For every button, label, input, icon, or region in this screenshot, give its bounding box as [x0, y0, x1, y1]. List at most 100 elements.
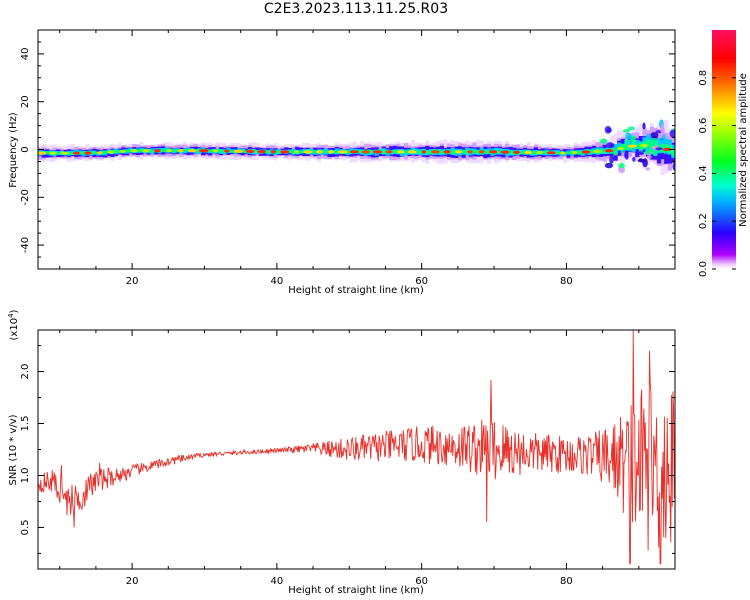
heatmap-peak	[361, 150, 370, 154]
heatmap-cell	[646, 139, 651, 148]
heatmap-peak	[328, 150, 335, 154]
heatmap-peak	[421, 150, 426, 154]
colorbar-tick-label: 0.2	[698, 213, 709, 229]
y-tick-label: -20	[20, 189, 31, 205]
heatmap-peak	[604, 149, 614, 153]
heatmap-cell	[627, 126, 635, 131]
heatmap-cell	[660, 143, 665, 153]
heatmap-cell	[70, 152, 75, 155]
colorbar-tick-label: 0.0	[698, 261, 709, 277]
heatmap-cell	[276, 150, 282, 154]
heatmap-peak	[130, 149, 138, 153]
snr-series-line	[38, 330, 675, 565]
heatmap-cell	[103, 151, 108, 154]
heatmap-cell	[472, 149, 477, 154]
x-tick-label: 20	[126, 276, 139, 287]
x-tick-label: 80	[560, 576, 573, 587]
heatmap-peak	[154, 149, 161, 153]
heatmap-cell	[92, 151, 97, 154]
y-tick-label: 2.0	[20, 364, 31, 380]
heatmap-peak	[431, 150, 440, 154]
heatmap-cell	[418, 150, 423, 154]
heatmap-peak	[177, 149, 184, 153]
heatmap-cell	[323, 150, 329, 153]
heatmap-cell	[486, 150, 491, 154]
heatmap-cell	[287, 150, 292, 153]
heatmap-cell	[450, 150, 455, 155]
heatmap-cell	[609, 155, 614, 164]
snr-y-axis-label: SNR (10 * v/v)	[8, 414, 19, 485]
heatmap-cell	[497, 151, 502, 154]
heatmap-cell	[414, 150, 419, 154]
heatmap-peak	[107, 150, 115, 154]
heatmap-cell	[632, 156, 636, 162]
heatmap-cell	[604, 125, 612, 134]
y-tick-label: 20	[20, 95, 31, 108]
heatmap-peak	[500, 150, 510, 154]
heatmap-peak	[119, 149, 126, 153]
heatmap-cell	[533, 151, 538, 155]
snr-y-multiplier: (x104)	[7, 309, 20, 340]
heatmap-cell	[161, 149, 166, 152]
heatmap-peak	[397, 150, 405, 154]
heatmap-peak	[224, 149, 230, 153]
heatmap-cell	[645, 134, 652, 141]
heatmap-cell	[508, 150, 513, 154]
heatmap-cell	[291, 151, 296, 154]
heatmap-peak	[245, 149, 255, 153]
heatmap-cell	[208, 149, 213, 153]
heatmap-peak	[257, 150, 267, 154]
heatmap-peak	[478, 150, 485, 154]
heatmap-cell	[661, 123, 665, 127]
heatmap-cell	[175, 149, 180, 153]
heatmap-cell	[645, 167, 651, 171]
heatmap-cell	[613, 144, 618, 153]
heatmap-cell	[334, 151, 339, 154]
heatmap-peak	[166, 149, 172, 153]
spectrogram-ticks: 20 40 60 80 40 20 0 -20 -40	[20, 29, 675, 287]
heatmap-cell	[604, 162, 614, 169]
spectrogram-y-axis-label: Frequency (Hz)	[8, 112, 19, 188]
heatmap-cell	[672, 162, 675, 171]
heatmap-cell	[266, 150, 271, 154]
heatmap-cell	[128, 149, 133, 153]
heatmap-cell	[662, 134, 666, 142]
heatmap-cell	[555, 151, 560, 155]
colorbar-gradient	[712, 30, 736, 269]
colorbar-label: Normalized spectral amplitude	[738, 73, 749, 227]
heatmap-cell	[599, 138, 608, 144]
heatmap-cell	[647, 154, 652, 160]
heatmap-cell	[519, 151, 524, 154]
heatmap-cell	[428, 150, 434, 155]
heatmap-peak	[38, 151, 47, 155]
y-tick-label: 40	[20, 48, 31, 61]
heatmap-cell	[139, 149, 144, 153]
heatmap-peak	[454, 150, 463, 154]
heatmap-cell	[638, 151, 644, 155]
heatmap-cell	[70, 150, 75, 155]
spectrogram-heatmap	[38, 119, 675, 176]
heatmap-peak	[617, 146, 625, 151]
heatmap-cell	[475, 149, 481, 154]
heatmap-peak	[662, 147, 672, 151]
heatmap-peak	[592, 149, 603, 153]
heatmap-peak	[639, 144, 649, 148]
heatmap-cell	[655, 130, 662, 134]
heatmap-cell	[56, 152, 61, 155]
colorbar: 0.0 0.2 0.4 0.6 0.8 Normalized spectral ampl…	[698, 30, 749, 277]
heatmap-peak	[294, 150, 299, 154]
heatmap-cell	[625, 153, 629, 160]
heatmap-cell	[67, 151, 72, 155]
figure-title: C2E3.2023.113.11.25.R03	[263, 1, 449, 17]
x-tick-label: 40	[271, 276, 284, 287]
x-tick-label: 20	[126, 576, 139, 587]
heatmap-peak	[536, 151, 544, 155]
colorbar-tick-label: 0.6	[698, 118, 709, 134]
heatmap-cell	[642, 122, 646, 130]
heatmap-cell	[669, 129, 675, 138]
heatmap-peak	[60, 151, 69, 155]
heatmap-cell	[635, 143, 640, 149]
heatmap-peak	[372, 150, 383, 154]
heatmap-peak	[513, 150, 520, 154]
